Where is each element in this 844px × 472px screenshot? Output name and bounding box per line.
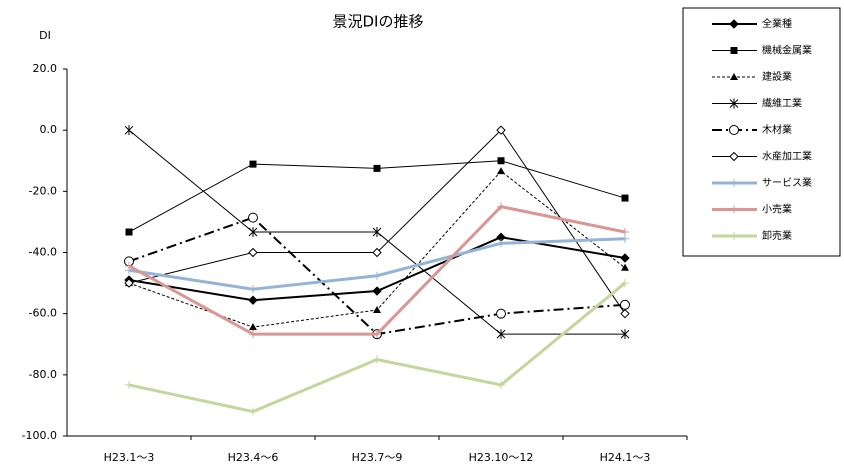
marker — [496, 308, 506, 319]
legend-label: 木材業 — [762, 123, 792, 136]
marker — [621, 228, 629, 237]
marker — [372, 286, 382, 296]
marker — [620, 329, 630, 340]
marker — [125, 261, 133, 270]
y-tick-label: -20.0 — [29, 184, 57, 197]
marker — [373, 271, 381, 280]
marker — [125, 228, 133, 236]
marker — [730, 232, 738, 240]
marker — [372, 247, 382, 258]
y-tick-label: -80.0 — [29, 368, 57, 381]
marker — [248, 295, 258, 305]
marker — [373, 164, 381, 172]
marker — [249, 285, 257, 294]
legend-label: 小売業 — [762, 203, 792, 216]
marker — [249, 407, 257, 416]
y-tick-label: 0.0 — [40, 123, 58, 136]
legend-label: 全業種 — [762, 17, 792, 30]
x-tick-label: H23.10～12 — [469, 451, 534, 464]
marker — [620, 308, 630, 319]
y-tick-label: -100.0 — [22, 429, 57, 442]
y-tick-label: -40.0 — [29, 246, 57, 259]
marker — [496, 329, 506, 340]
marker — [730, 179, 738, 187]
marker — [730, 205, 738, 214]
marker — [729, 98, 739, 109]
marker — [373, 305, 381, 313]
legend-box — [682, 7, 841, 257]
x-tick-label: H23.4～6 — [228, 451, 279, 464]
legend-label: サービス業 — [762, 176, 812, 189]
marker — [497, 167, 505, 175]
marker — [729, 125, 739, 135]
series-line — [128, 204, 626, 336]
marker — [124, 125, 134, 136]
marker — [497, 202, 505, 211]
marker — [248, 247, 258, 258]
marker — [729, 151, 739, 162]
y-axis-title: DI — [39, 29, 51, 42]
marker — [729, 19, 739, 29]
chart-title: 景況DIの推移 — [333, 13, 424, 31]
marker — [730, 47, 738, 54]
marker — [373, 330, 381, 339]
marker — [497, 239, 505, 248]
x-tick-label: H23.7～9 — [352, 451, 403, 464]
marker — [621, 279, 629, 288]
marker — [730, 73, 738, 80]
y-tick-label: -60.0 — [29, 307, 57, 320]
marker — [621, 194, 629, 202]
marker — [373, 355, 381, 364]
marker — [124, 278, 134, 288]
legend-label: 建設業 — [762, 70, 792, 83]
marker — [620, 299, 630, 310]
legend-label: 水産加工業 — [762, 150, 812, 163]
marker — [249, 160, 257, 168]
marker — [248, 212, 258, 223]
marker — [249, 330, 257, 339]
marker — [497, 157, 505, 165]
x-tick-label: H24.1～3 — [600, 451, 651, 464]
marker — [621, 234, 629, 243]
legend-label: 繊維工業 — [762, 97, 802, 110]
marker — [249, 323, 257, 331]
x-tick-label: H23.1～3 — [104, 451, 155, 464]
y-tick-label: 20.0 — [33, 62, 58, 75]
series-line — [128, 129, 626, 314]
marker — [497, 380, 505, 389]
series-line — [128, 281, 626, 414]
marker — [621, 263, 629, 271]
marker — [496, 125, 506, 135]
marker — [248, 227, 258, 238]
marker — [620, 253, 630, 263]
marker — [372, 227, 382, 238]
marker — [125, 380, 133, 389]
legend-label: 機械金属業 — [762, 44, 812, 57]
legend-label: 卸売業 — [762, 229, 792, 242]
